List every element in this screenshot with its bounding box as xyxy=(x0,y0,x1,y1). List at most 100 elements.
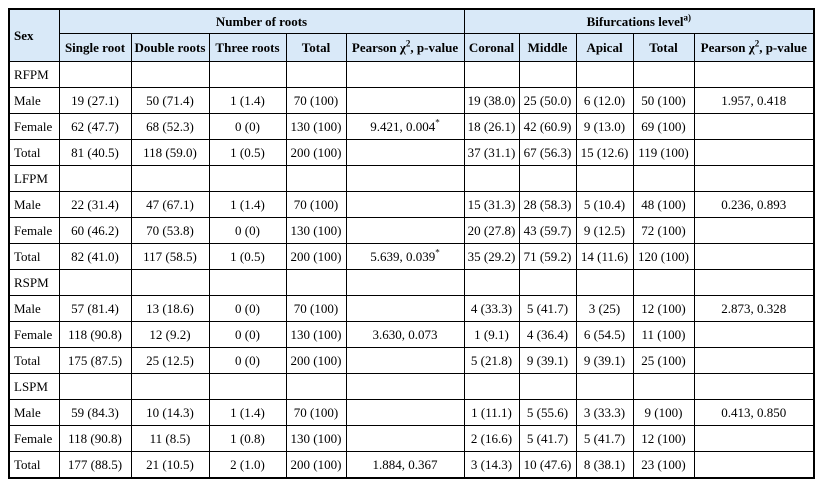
empty-cell xyxy=(518,61,577,88)
roots-value: 11 (8.5) xyxy=(130,425,210,452)
pearson-pvalue-label: , p-value xyxy=(410,39,459,55)
roots-value: 1 (1.4) xyxy=(208,87,287,114)
bifurcations-level-label: Bifurcations level xyxy=(586,13,684,29)
roots-value: 200 (100) xyxy=(285,139,347,166)
bifurcation-value: 8 (38.1) xyxy=(575,451,634,479)
bifurcation-value: 5 (41.7) xyxy=(518,295,577,322)
empty-cell xyxy=(693,269,815,296)
bifurcation-value: 69 (100) xyxy=(632,113,695,140)
bifurcation-value: 25 (100) xyxy=(632,347,695,374)
section-label: LSPM xyxy=(8,373,60,400)
table-row: Male 59 (84.3) 10 (14.3) 1 (1.4) 70 (100) 1 (… xyxy=(8,399,815,426)
bifurcation-value: 9 (39.1) xyxy=(518,347,577,374)
roots-value: 0 (0) xyxy=(208,347,287,374)
header-bif-pearson: Pearson χ2, p-value xyxy=(693,33,815,62)
pearson-chi-label: Pearson χ xyxy=(700,39,755,55)
bifurcation-value: 25 (50.0) xyxy=(518,87,577,114)
roots-value: 68 (52.3) xyxy=(130,113,210,140)
bifurcation-value: 3 (14.3) xyxy=(463,451,520,479)
empty-cell xyxy=(693,373,815,400)
roots-pearson-value xyxy=(345,295,465,322)
roots-value: 70 (100) xyxy=(285,191,347,218)
roots-value: 0 (0) xyxy=(208,295,287,322)
header-group-row: Sex Number of roots Bifurcations levela) xyxy=(8,8,815,62)
bifurcation-pearson-value xyxy=(693,347,815,374)
roots-value: 21 (10.5) xyxy=(130,451,210,479)
roots-value: 130 (100) xyxy=(285,321,347,348)
empty-cell xyxy=(208,61,287,88)
sex-label: Total xyxy=(8,139,60,166)
empty-cell xyxy=(285,61,347,88)
bifurcation-value: 119 (100) xyxy=(632,139,695,166)
roots-value: 0 (0) xyxy=(208,217,287,244)
header-bif-total: Total xyxy=(632,33,695,62)
header-sex: Sex xyxy=(8,8,60,62)
roots-value: 22 (31.4) xyxy=(58,191,132,218)
bifurcation-value: 5 (21.8) xyxy=(463,347,520,374)
significance-asterisk: * xyxy=(435,247,440,258)
roots-value: 1 (1.4) xyxy=(208,399,287,426)
section-label: LFPM xyxy=(8,165,60,192)
roots-pearson-value xyxy=(345,399,465,426)
roots-value: 70 (100) xyxy=(285,87,347,114)
bifurcation-value: 120 (100) xyxy=(632,243,695,270)
roots-value: 118 (59.0) xyxy=(130,139,210,166)
sex-label: Male xyxy=(8,87,60,114)
bifurcation-value: 9 (12.5) xyxy=(575,217,634,244)
sex-label: Male xyxy=(8,191,60,218)
table-row: Female 60 (46.2) 70 (53.8) 0 (0) 130 (100) 20… xyxy=(8,217,815,244)
empty-cell xyxy=(58,269,132,296)
roots-value: 0 (0) xyxy=(208,321,287,348)
empty-cell xyxy=(208,373,287,400)
section-label: RFPM xyxy=(8,61,60,88)
section-row: RFPM xyxy=(8,61,815,88)
bifurcation-value: 3 (25) xyxy=(575,295,634,322)
bifurcation-value: 6 (12.0) xyxy=(575,87,634,114)
empty-cell xyxy=(693,61,815,88)
table-row: Female 62 (47.7) 68 (52.3) 0 (0) 130 (100) 9.… xyxy=(8,113,815,140)
header-single-root: Single root xyxy=(58,33,132,62)
bifurcation-value: 72 (100) xyxy=(632,217,695,244)
bifurcation-value: 1 (9.1) xyxy=(463,321,520,348)
header-three-roots: Three roots xyxy=(208,33,287,62)
section-label: RSPM xyxy=(8,269,60,296)
bifurcation-pearson-value: 2.873, 0.328 xyxy=(693,295,815,322)
bifurcation-value: 50 (100) xyxy=(632,87,695,114)
empty-cell xyxy=(58,373,132,400)
table-row: Male 19 (27.1) 50 (71.4) 1 (1.4) 70 (100) 19 … xyxy=(8,87,815,114)
roots-value: 117 (58.5) xyxy=(130,243,210,270)
bifurcation-value: 5 (41.7) xyxy=(518,425,577,452)
bifurcation-pearson-value: 1.957, 0.418 xyxy=(693,87,815,114)
bifurcation-value: 6 (54.5) xyxy=(575,321,634,348)
table-row: Total 175 (87.5) 25 (12.5) 0 (0) 200 (100) 5 … xyxy=(8,347,815,374)
empty-cell xyxy=(130,165,210,192)
bifurcation-value: 20 (27.8) xyxy=(463,217,520,244)
bifurcation-value: 14 (11.6) xyxy=(575,243,634,270)
roots-value: 1 (0.5) xyxy=(208,139,287,166)
empty-cell xyxy=(575,165,634,192)
bifurcation-value: 4 (33.3) xyxy=(463,295,520,322)
significance-asterisk: * xyxy=(435,117,440,128)
bifurcation-value: 4 (36.4) xyxy=(518,321,577,348)
roots-pearson-value: 3.630, 0.073 xyxy=(345,321,465,348)
roots-value: 25 (12.5) xyxy=(130,347,210,374)
header-apical: Apical xyxy=(575,33,634,62)
sex-label: Female xyxy=(8,425,60,452)
roots-value: 1 (0.5) xyxy=(208,243,287,270)
roots-pearson-value xyxy=(345,217,465,244)
header-double-roots: Double roots xyxy=(130,33,210,62)
roots-bifurcations-table: Sex Number of roots Bifurcations levela)… xyxy=(8,8,816,479)
roots-value: 13 (18.6) xyxy=(130,295,210,322)
empty-cell xyxy=(632,61,695,88)
empty-cell xyxy=(463,61,520,88)
roots-value: 10 (14.3) xyxy=(130,399,210,426)
pearson-squared-sup: 2 xyxy=(405,38,411,49)
pearson-pvalue-label: , p-value xyxy=(759,39,807,55)
bifurcation-value: 67 (56.3) xyxy=(518,139,577,166)
roots-value: 1 (0.8) xyxy=(208,425,287,452)
roots-value: 2 (1.0) xyxy=(208,451,287,479)
bifurcation-value: 9 (39.1) xyxy=(575,347,634,374)
empty-cell xyxy=(518,165,577,192)
header-roots-total: Total xyxy=(285,33,347,62)
sex-label: Total xyxy=(8,243,60,270)
